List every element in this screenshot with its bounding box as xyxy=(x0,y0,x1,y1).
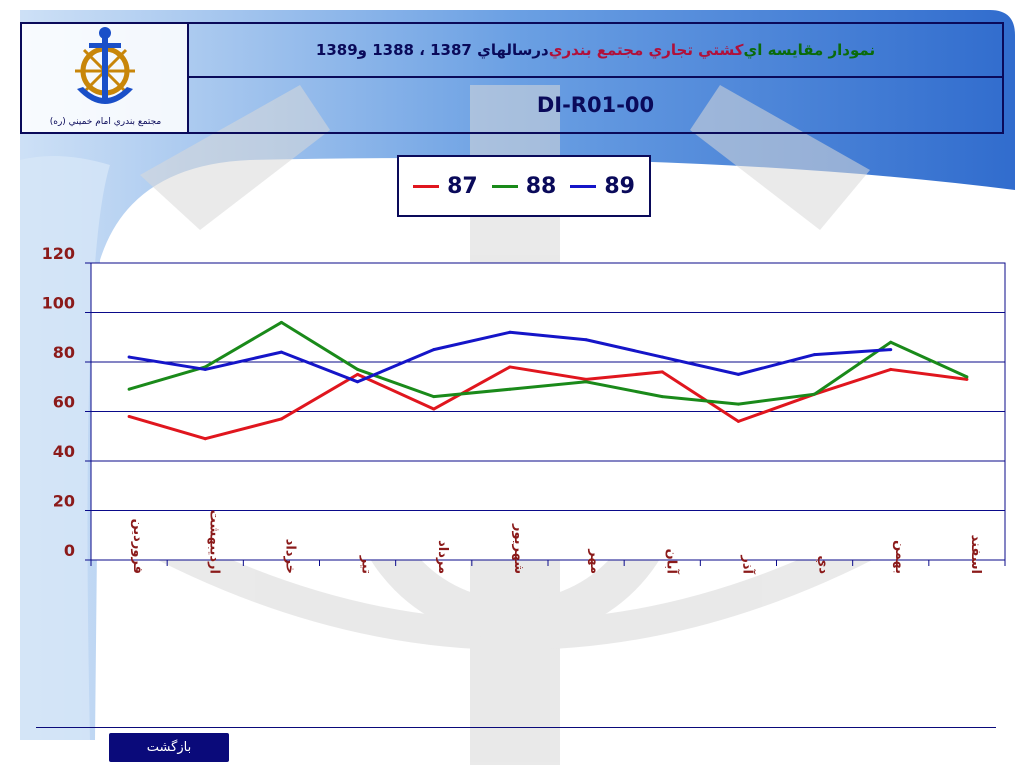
data-point-89 xyxy=(736,372,740,376)
footer-divider xyxy=(36,727,996,728)
y-tick-label: 100 xyxy=(42,294,75,313)
data-point-89 xyxy=(203,367,207,371)
data-point-87 xyxy=(356,372,360,376)
legend-label-88: 88 xyxy=(525,173,557,199)
data-point-88 xyxy=(508,387,512,391)
legend-label-87: 87 xyxy=(447,173,478,199)
data-point-88 xyxy=(889,340,893,344)
data-point-88 xyxy=(584,380,588,384)
data-point-89 xyxy=(813,353,817,357)
y-tick-label: 20 xyxy=(53,492,75,511)
data-point-89 xyxy=(356,380,360,384)
chart-title: نمودار مقايسه اي كشتي تجاري مجتمع بندري … xyxy=(189,24,1002,78)
series-line-87 xyxy=(128,365,968,441)
data-point-88 xyxy=(432,395,436,399)
legend-swatch-89 xyxy=(570,184,597,188)
data-point-89 xyxy=(279,350,283,354)
anchor-helm-logo-icon xyxy=(75,27,135,104)
data-point-87 xyxy=(203,437,207,441)
data-point-88 xyxy=(203,365,207,369)
data-point-87 xyxy=(508,365,512,369)
data-point-89 xyxy=(889,348,893,352)
data-point-88 xyxy=(127,387,131,391)
x-category-label: مرداد xyxy=(435,540,450,574)
legend-label-89: 89 xyxy=(604,173,635,199)
data-point-88 xyxy=(813,392,817,396)
data-point-87 xyxy=(584,377,588,381)
x-category-label: ارديبهشت xyxy=(206,510,221,574)
x-category-label: اسفند xyxy=(968,535,983,574)
data-point-87 xyxy=(432,407,436,411)
title-part-1: نمودار مقايسه اي xyxy=(743,41,876,59)
title-part-3: درسالهاي 1387 ، 1388 و1389 xyxy=(315,41,549,59)
data-point-89 xyxy=(584,338,588,342)
back-button[interactable]: بازگشت xyxy=(109,733,229,762)
header-table: مجتمع بندري امام خميني (ره) نمودار مقايس… xyxy=(20,22,1004,134)
data-point-87 xyxy=(660,370,664,374)
x-category-label: خرداد xyxy=(282,539,297,574)
legend-swatch-88 xyxy=(491,184,518,188)
x-category-label: آبان xyxy=(663,549,680,575)
x-category-label: شهريور xyxy=(511,523,526,574)
series-line-88 xyxy=(128,320,968,406)
data-point-88 xyxy=(660,395,664,399)
x-category-label: مهر xyxy=(587,548,602,574)
y-tick-label: 60 xyxy=(53,393,75,412)
legend-swatch-87 xyxy=(413,184,440,188)
x-category-label: تير xyxy=(359,555,374,574)
data-point-89 xyxy=(127,355,131,359)
data-point-88 xyxy=(965,375,969,379)
logo-cell: مجتمع بندري امام خميني (ره) xyxy=(22,24,189,132)
data-point-87 xyxy=(889,367,893,371)
data-point-89 xyxy=(508,330,512,334)
chart-legend: 87 88 89 xyxy=(397,155,651,217)
x-category-label: دي xyxy=(816,555,831,574)
legend-item-88: 88 xyxy=(491,173,557,199)
data-point-88 xyxy=(736,402,740,406)
logo-caption: مجتمع بندري امام خميني (ره) xyxy=(49,117,162,127)
data-point-89 xyxy=(660,355,664,359)
document-code: DI-R01-00 xyxy=(536,93,655,117)
x-category-label: فروردين xyxy=(130,519,145,574)
title-part-2: كشتي تجاري مجتمع بندري xyxy=(548,41,744,59)
data-point-88 xyxy=(356,367,360,371)
y-tick-label: 0 xyxy=(64,541,75,560)
data-point-87 xyxy=(736,419,740,423)
data-point-87 xyxy=(279,417,283,421)
data-point-89 xyxy=(432,348,436,352)
data-point-88 xyxy=(279,320,283,324)
x-category-label: بهمن xyxy=(892,540,907,574)
data-point-87 xyxy=(965,377,969,381)
y-tick-label: 40 xyxy=(53,442,75,461)
legend-item-87: 87 xyxy=(413,174,478,199)
y-tick-label: 80 xyxy=(53,343,75,362)
y-tick-label: 120 xyxy=(42,244,75,263)
x-category-label: آذر xyxy=(739,554,756,574)
data-point-87 xyxy=(127,414,131,418)
legend-item-89: 89 xyxy=(570,174,635,199)
